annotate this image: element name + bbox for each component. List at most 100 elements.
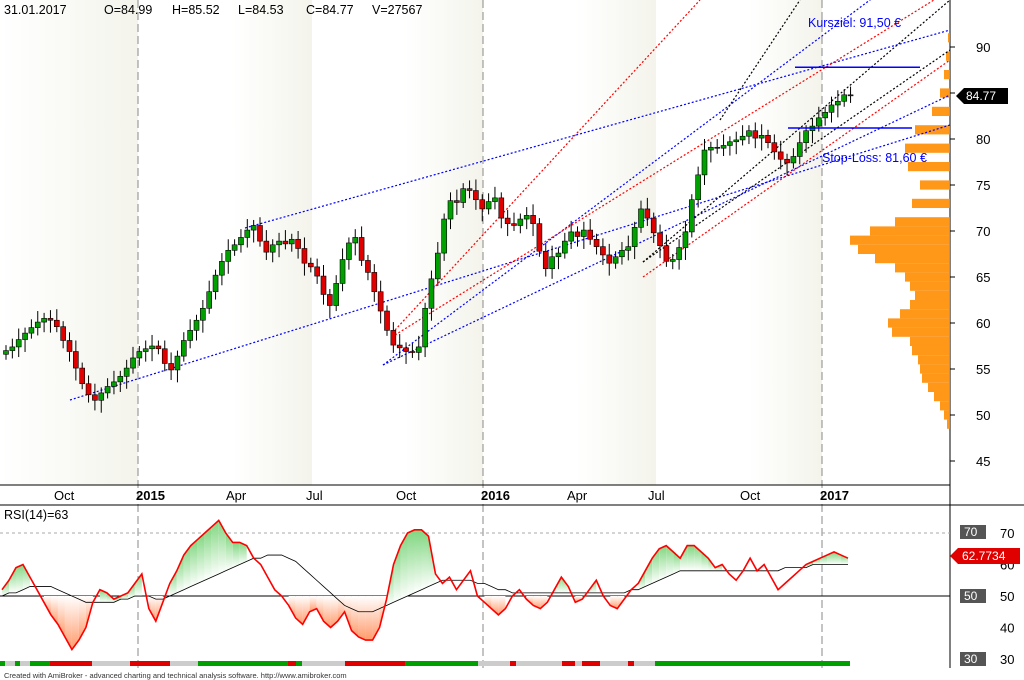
volume-bar — [900, 309, 950, 319]
candle-body — [422, 307, 428, 348]
price-tick-label: 80 — [976, 132, 990, 147]
rsi-signal-segment — [655, 661, 850, 666]
rsi-moving-average — [1, 554, 848, 613]
candle-body — [225, 250, 232, 262]
candle-body — [701, 149, 708, 176]
volume-bar — [875, 254, 950, 264]
rsi-badge-50-label: 50 — [964, 589, 978, 603]
rsi-fill-down — [358, 596, 366, 641]
rsi-fill-up — [694, 545, 702, 571]
background-band — [0, 0, 138, 485]
candle-body — [574, 231, 581, 237]
rsi-signal-segment — [92, 661, 130, 666]
candle-body — [339, 259, 346, 284]
rsi-signal-segment — [575, 661, 582, 666]
candle-body — [212, 274, 219, 293]
rsi-fill-up — [183, 545, 191, 590]
candle-body — [301, 248, 308, 264]
candle-body — [22, 332, 28, 340]
rsi-fill-up — [22, 564, 30, 590]
candle-body — [530, 215, 536, 224]
rsi-tick-label: 40 — [1000, 621, 1014, 636]
date-tick-label: Oct — [54, 488, 75, 503]
rsi-badge-30 — [960, 652, 986, 666]
candle-body — [117, 376, 124, 383]
candle-body — [612, 256, 619, 264]
rsi-signal-segment — [198, 661, 288, 666]
rsi-signal-segment — [405, 661, 478, 666]
rsi-fill-down — [365, 596, 373, 641]
date-tick-label: Jul — [306, 488, 323, 503]
rsi-fill-down — [302, 596, 310, 625]
candle-body — [714, 146, 721, 149]
rsi-signal-segment — [302, 661, 345, 666]
background-band — [656, 0, 748, 485]
candle-body — [244, 229, 251, 238]
candle-body — [695, 174, 701, 201]
price-tick-label: 70 — [976, 224, 990, 239]
candle-body — [365, 260, 371, 273]
candle-body — [669, 259, 676, 262]
candle-body — [415, 346, 422, 353]
candle-body — [441, 218, 447, 254]
rsi-fill-down — [498, 596, 506, 615]
rsi-tick-label: 70 — [1000, 526, 1014, 541]
volume-bar — [905, 272, 950, 282]
candle-body — [708, 146, 714, 151]
volume-bar — [912, 346, 950, 356]
candle-body — [371, 272, 378, 293]
candle-body — [60, 326, 66, 341]
volume-bar — [910, 300, 950, 310]
candle-body — [161, 348, 168, 364]
rsi-fill-up — [820, 555, 828, 565]
candle-body — [815, 117, 822, 127]
volume-bar — [946, 51, 950, 61]
blue-channel-lower — [69, 124, 951, 401]
candle-body — [828, 104, 835, 113]
candle-body — [73, 351, 79, 369]
candle-body — [136, 351, 143, 359]
candle-body — [606, 254, 613, 264]
price-tick-label: 50 — [976, 408, 990, 423]
volume-bar — [895, 263, 950, 273]
rsi-fill-up — [652, 548, 660, 584]
rsi-fill-down — [316, 596, 324, 622]
candle-body — [492, 197, 498, 202]
seasonal-background-bands — [0, 0, 950, 485]
rsi-fill-up — [197, 533, 205, 584]
rsi-fill-down — [491, 596, 499, 615]
volume-bar — [895, 217, 950, 227]
candle-body — [142, 348, 149, 352]
candle-body — [517, 218, 524, 226]
candle-body — [403, 347, 409, 352]
volume-bar — [910, 281, 950, 291]
rsi-signal-segment — [50, 661, 92, 666]
candle-body — [200, 307, 206, 321]
candle-body — [460, 188, 467, 203]
candle-body — [28, 327, 35, 334]
rsi-signal-segment — [345, 661, 405, 666]
candle-body — [219, 261, 225, 276]
candle-body — [263, 240, 270, 253]
candle-body — [384, 310, 390, 331]
volume-bar — [932, 106, 950, 116]
volume-bar — [915, 125, 950, 135]
rsi-badge-50 — [960, 589, 986, 603]
volume-bar — [888, 318, 950, 328]
candle-body — [523, 215, 530, 220]
fan-line-3 — [719, 0, 801, 121]
candle-body — [104, 386, 111, 394]
rsi-signal-segment — [136, 661, 170, 666]
candle-body — [790, 156, 797, 164]
price-tick-label: 60 — [976, 316, 990, 331]
candle-body — [727, 141, 733, 146]
volume-bar — [910, 336, 950, 346]
candle-body — [752, 130, 759, 139]
candle-body — [568, 231, 574, 242]
candle-body — [409, 351, 416, 353]
volume-bar — [850, 235, 950, 245]
candle-body — [631, 227, 638, 247]
candle-body — [765, 135, 771, 143]
candle-body — [3, 350, 9, 355]
